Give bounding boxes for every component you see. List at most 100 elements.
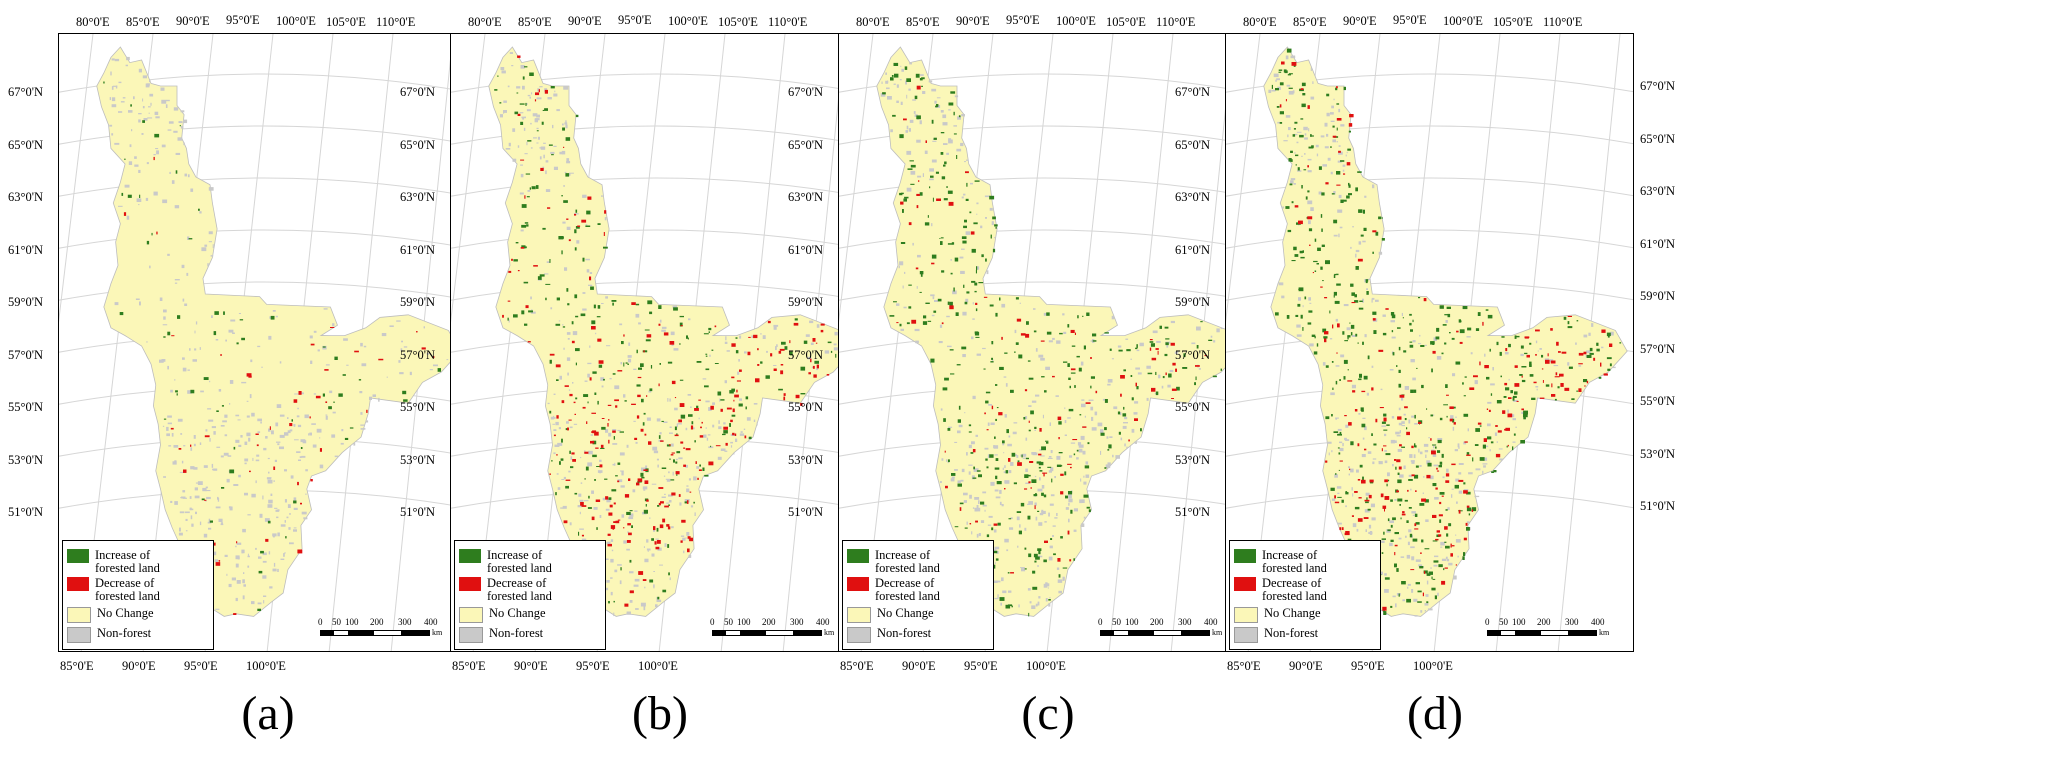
non-forest-patch xyxy=(111,104,117,108)
forest-decrease-patch xyxy=(561,400,565,404)
forest-increase-patch xyxy=(1354,300,1359,303)
longitude-label: 80°0'E xyxy=(856,15,890,30)
non-forest-patch xyxy=(934,100,937,104)
forest-increase-patch xyxy=(814,360,819,364)
non-forest-patch xyxy=(997,594,999,599)
forest-decrease-patch xyxy=(1435,538,1439,541)
forest-decrease-patch xyxy=(1431,450,1436,455)
forest-decrease-patch xyxy=(1383,417,1387,422)
forest-increase-patch xyxy=(127,194,132,198)
non-forest-patch xyxy=(1134,441,1137,444)
latitude-label: 67°0'N xyxy=(8,85,44,99)
forest-increase-patch xyxy=(1028,553,1032,558)
forest-increase-patch xyxy=(1275,312,1279,316)
non-forest-patch xyxy=(1216,328,1220,333)
forest-increase-patch xyxy=(1288,73,1293,75)
non-forest-patch xyxy=(527,190,531,192)
non-forest-patch xyxy=(1351,384,1356,389)
non-forest-patch xyxy=(1362,298,1364,303)
forest-increase-patch xyxy=(1414,445,1417,448)
non-forest-patch xyxy=(738,359,740,362)
forest-increase-patch xyxy=(680,414,686,419)
longitude-label: 95°0'E xyxy=(576,659,610,673)
forest-increase-patch xyxy=(525,102,527,106)
forest-decrease-patch xyxy=(601,418,605,419)
latitude-label: 51°0'N xyxy=(1175,505,1211,519)
forest-increase-patch xyxy=(1333,431,1339,433)
forest-increase-patch xyxy=(575,226,580,229)
forest-decrease-patch xyxy=(325,401,328,403)
forest-decrease-patch xyxy=(1070,466,1072,469)
forest-increase-patch xyxy=(1360,407,1364,411)
legend-item: No Change xyxy=(847,606,934,623)
forest-increase-patch xyxy=(1295,164,1297,166)
forest-decrease-patch xyxy=(679,403,685,407)
non-forest-patch xyxy=(276,404,282,408)
non-forest-patch xyxy=(1419,451,1423,455)
forest-decrease-patch xyxy=(416,331,418,333)
forest-increase-patch xyxy=(699,464,701,467)
forest-increase-patch xyxy=(657,596,660,600)
forest-decrease-patch xyxy=(646,334,652,338)
non-forest-patch xyxy=(177,418,183,422)
forest-increase-patch xyxy=(1287,229,1292,233)
scale-tick-label: 300 xyxy=(1565,617,1579,627)
non-forest-patch xyxy=(1028,405,1032,407)
forest-increase-patch xyxy=(1443,404,1448,406)
forest-increase-patch xyxy=(556,379,559,381)
non-forest-patch xyxy=(810,342,814,345)
forest-increase-patch xyxy=(781,341,786,345)
non-forest-patch xyxy=(162,425,165,427)
forest-increase-patch xyxy=(1417,601,1422,603)
forest-increase-patch xyxy=(619,431,624,433)
non-forest-patch xyxy=(286,516,289,519)
non-forest-patch xyxy=(1470,352,1473,355)
non-forest-patch xyxy=(664,493,666,495)
forest-increase-patch xyxy=(1176,386,1180,391)
forest-increase-patch xyxy=(1390,539,1394,542)
non-forest-patch xyxy=(1161,385,1164,389)
forest-decrease-patch xyxy=(1439,501,1442,505)
non-forest-patch xyxy=(220,425,225,427)
forest-decrease-patch xyxy=(1533,381,1537,384)
non-forest-patch xyxy=(1367,451,1372,454)
forest-decrease-patch xyxy=(517,270,520,272)
non-forest-patch xyxy=(553,452,556,455)
non-forest-patch xyxy=(1425,454,1427,458)
non-forest-patch xyxy=(1424,450,1429,453)
non-forest-patch xyxy=(1412,514,1415,516)
forest-decrease-patch xyxy=(1307,216,1313,220)
forest-increase-patch xyxy=(919,78,923,81)
non-forest-patch xyxy=(1288,127,1291,131)
forest-decrease-patch xyxy=(581,534,584,537)
non-forest-patch xyxy=(264,518,270,522)
longitude-label: 85°0'E xyxy=(1227,659,1261,673)
non-forest-patch xyxy=(957,480,961,483)
non-forest-patch xyxy=(566,332,571,335)
longitude-label: 80°0'E xyxy=(1243,15,1277,30)
non-forest-patch xyxy=(562,505,567,509)
non-forest-patch xyxy=(940,110,944,113)
non-forest-patch xyxy=(988,404,992,406)
forest-increase-patch xyxy=(216,410,219,412)
non-forest-patch xyxy=(1410,359,1415,363)
forest-decrease-patch xyxy=(565,479,571,481)
panel-caption: (b) xyxy=(632,687,688,740)
forest-decrease-patch xyxy=(1070,368,1076,371)
forest-increase-patch xyxy=(1347,336,1349,340)
forest-decrease-patch xyxy=(297,481,299,486)
non-forest-patch xyxy=(1453,575,1457,580)
non-forest-patch xyxy=(569,426,573,429)
forest-increase-patch xyxy=(349,427,354,429)
non-forest-patch xyxy=(1365,492,1370,496)
forest-increase-patch xyxy=(893,62,899,66)
longitude-label: 105°0'E xyxy=(326,14,366,29)
forest-increase-patch xyxy=(1433,560,1439,563)
non-forest-patch xyxy=(554,444,560,447)
forest-increase-patch xyxy=(1058,574,1061,578)
forest-increase-patch xyxy=(890,77,894,81)
forest-decrease-patch xyxy=(1072,439,1078,441)
forest-decrease-patch xyxy=(1343,173,1346,175)
non-forest-patch xyxy=(633,368,637,370)
non-forest-patch xyxy=(1458,472,1462,475)
